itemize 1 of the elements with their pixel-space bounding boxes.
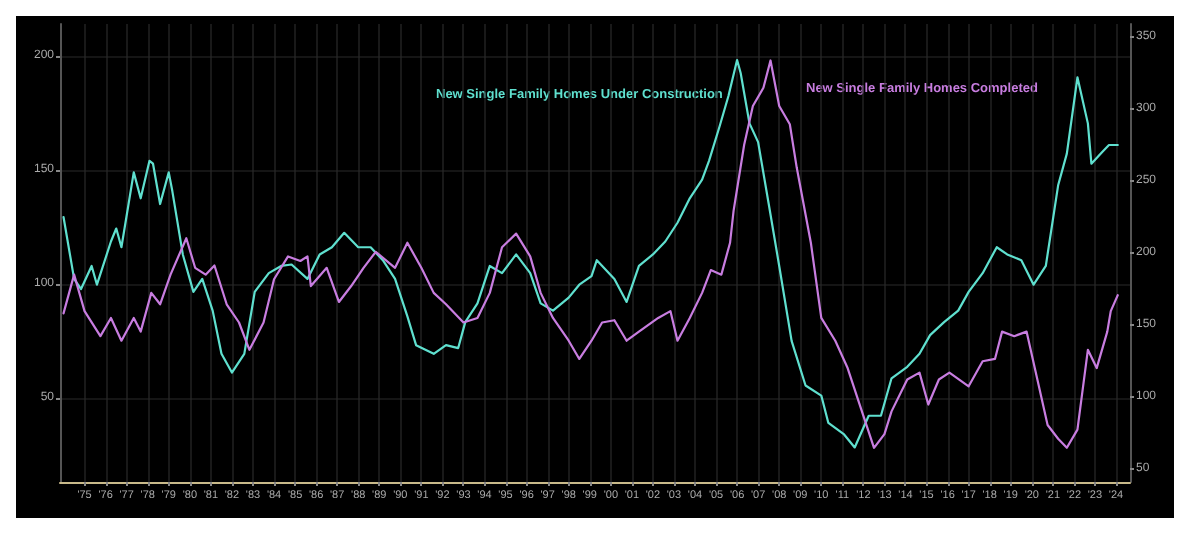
line-series — [62, 58, 1119, 449]
